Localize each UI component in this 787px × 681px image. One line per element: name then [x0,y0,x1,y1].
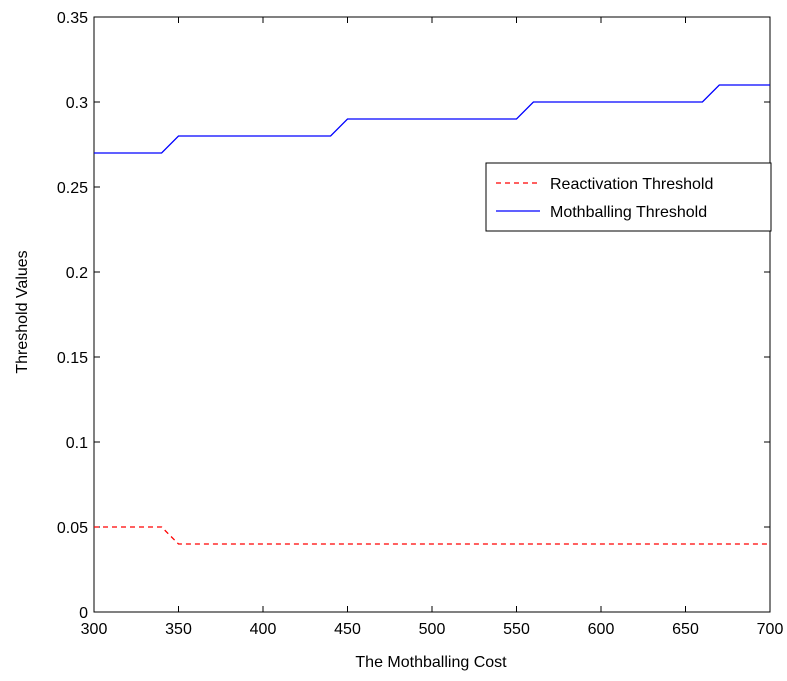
y-tick-label: 0.35 [57,10,88,27]
y-tick-label: 0 [79,605,88,622]
y-tick-label: 0.1 [66,435,88,452]
x-tick-label: 500 [419,621,446,638]
y-axis-ticks: 0 0.05 0.1 0.15 0.2 0.25 0.3 0.35 [57,10,770,622]
y-tick-label: 0.15 [57,350,88,367]
legend: Reactivation Threshold Mothballing Thres… [485,162,772,232]
series-line-mothballing [94,84,770,154]
legend-box [485,162,772,232]
x-tick-label: 300 [81,621,108,638]
series-line-reactivation [94,526,770,545]
x-axis-ticks: 300 350 400 450 500 550 600 650 700 [81,17,784,638]
y-tick-label: 0.3 [66,95,88,112]
y-tick-label: 0.05 [57,520,88,537]
y-tick-label: 0.2 [66,265,88,282]
x-tick-label: 450 [334,621,361,638]
x-tick-label: 600 [588,621,615,638]
x-tick-label: 700 [757,621,784,638]
legend-label-reactivation: Reactivation Threshold [550,176,713,193]
x-tick-label: 350 [165,621,192,638]
y-axis-label: Threshold Values [14,250,31,373]
series-layer [94,84,770,545]
x-tick-label: 400 [250,621,277,638]
y-tick-label: 0.25 [57,180,88,197]
x-tick-label: 650 [672,621,699,638]
x-axis-label: The Mothballing Cost [355,654,507,671]
x-tick-label: 550 [503,621,530,638]
legend-label-mothballing: Mothballing Threshold [550,204,707,221]
